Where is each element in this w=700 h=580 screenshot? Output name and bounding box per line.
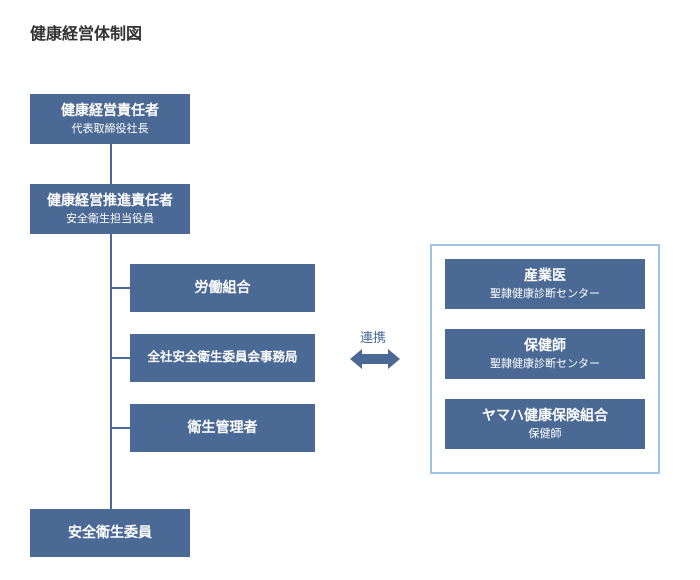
node-subtitle: 聖隷健康診断センター <box>490 287 600 302</box>
spine-line <box>110 114 112 534</box>
connector-n5 <box>110 427 130 429</box>
node-safety-committee-office: 全社安全衛生委員会事務局 <box>130 334 315 382</box>
connector-n3 <box>110 287 130 289</box>
connector-n4 <box>110 357 130 359</box>
node-title: 衛生管理者 <box>188 418 258 438</box>
node-subtitle: 代表取締役社長 <box>72 122 149 137</box>
node-title: 保健師 <box>524 336 566 356</box>
node-yamaha-health-insurance: ヤマハ健康保険組合 保健師 <box>445 399 645 449</box>
node-title: 健康経営推進責任者 <box>47 191 173 211</box>
node-safety-health-committee: 安全衛生委員 <box>30 509 190 557</box>
node-title: 産業医 <box>524 266 566 286</box>
node-health-mgmt-officer: 健康経営責任者 代表取締役社長 <box>30 94 190 144</box>
node-title: 労働組合 <box>195 278 251 298</box>
double-arrow-icon <box>350 349 400 369</box>
node-public-health-nurse: 保健師 聖隷健康診断センター <box>445 329 645 379</box>
link-label: 連携 <box>360 327 386 346</box>
node-labor-union: 労働組合 <box>130 264 315 312</box>
node-health-promotion-officer: 健康経営推進責任者 安全衛生担当役員 <box>30 184 190 234</box>
diagram-canvas: 健康経営責任者 代表取締役社長 健康経営推進責任者 安全衛生担当役員 労働組合 … <box>30 64 670 574</box>
node-title: 全社安全衛生委員会事務局 <box>147 349 297 367</box>
node-title: 健康経営責任者 <box>61 101 159 121</box>
node-hygiene-manager: 衛生管理者 <box>130 404 315 452</box>
node-subtitle: 安全衛生担当役員 <box>66 212 154 227</box>
diagram-title: 健康経営体制図 <box>30 20 670 44</box>
node-subtitle: 保健師 <box>529 427 562 442</box>
node-industrial-physician: 産業医 聖隷健康診断センター <box>445 259 645 309</box>
node-subtitle: 聖隷健康診断センター <box>490 357 600 372</box>
node-title: 安全衛生委員 <box>68 523 152 543</box>
node-title: ヤマハ健康保険組合 <box>482 406 608 426</box>
